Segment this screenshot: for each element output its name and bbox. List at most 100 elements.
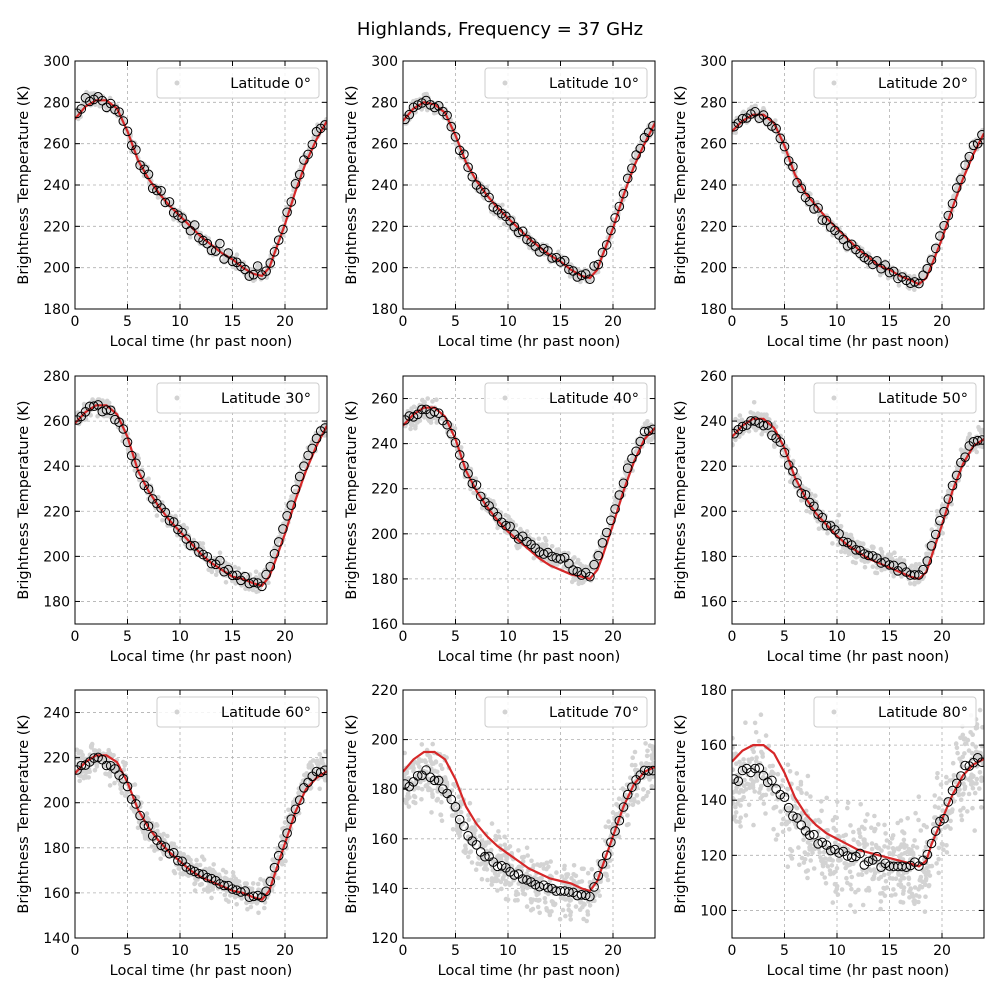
raw-point	[921, 273, 927, 279]
y-tick-label: 160	[700, 594, 727, 610]
raw-point	[846, 551, 852, 557]
model-curve	[403, 101, 655, 280]
raw-point	[830, 541, 835, 546]
raw-point	[963, 161, 969, 166]
raw-point	[501, 221, 507, 227]
binned-point	[206, 558, 217, 569]
binned-point	[821, 520, 832, 531]
binned-point	[947, 480, 958, 491]
binned-point	[269, 548, 280, 559]
binned-point	[809, 501, 819, 512]
raw-point	[813, 493, 818, 499]
binned-point	[610, 213, 620, 223]
model-curve	[732, 417, 984, 581]
binned-point	[618, 188, 629, 199]
binned-point	[320, 423, 327, 433]
raw-observations	[732, 400, 984, 587]
raw-observations	[732, 103, 984, 293]
y-tick-label: 220	[700, 459, 727, 475]
binned-point	[156, 186, 166, 196]
y-axis-label: Brightness Temperature (K)	[344, 85, 360, 284]
y-axis-label: Brightness Temperature (K)	[16, 85, 32, 284]
binned-point	[585, 571, 595, 582]
y-tick-label: 240	[371, 437, 398, 453]
raw-point	[292, 182, 298, 188]
y-tick-label: 260	[371, 137, 398, 153]
raw-point	[162, 202, 168, 207]
raw-point	[549, 544, 555, 549]
y-tick-label: 180	[371, 572, 398, 588]
y-tick-label: 220	[700, 219, 727, 235]
raw-point	[213, 572, 219, 578]
binned-point	[185, 540, 196, 551]
data-layer	[75, 741, 327, 916]
binned-point	[93, 400, 103, 410]
raw-observations	[75, 89, 327, 284]
x-axis-label: Local time (hr past noon)	[110, 334, 293, 350]
binned-point	[618, 478, 629, 489]
raw-point	[581, 579, 586, 585]
raw-point	[104, 398, 110, 404]
x-tick-label: 20	[276, 629, 294, 645]
raw-point	[154, 513, 160, 518]
raw-point	[592, 554, 597, 559]
binned-point	[863, 550, 874, 561]
binned-point	[282, 511, 292, 521]
raw-point	[944, 211, 950, 217]
binned-point	[299, 461, 309, 472]
raw-point	[434, 420, 440, 425]
x-tick-label: 5	[780, 629, 789, 645]
raw-point	[862, 564, 868, 570]
raw-point	[309, 444, 315, 450]
binned-point	[880, 260, 891, 270]
x-tick-label: 15	[881, 314, 899, 330]
binned-point	[261, 569, 271, 580]
binned-point	[792, 478, 802, 488]
y-tick-label: 180	[700, 302, 727, 318]
raw-point	[184, 224, 190, 229]
raw-point	[253, 569, 259, 575]
raw-point	[408, 422, 414, 428]
raw-point	[934, 508, 940, 514]
y-tick-label: 220	[371, 219, 398, 235]
binned-point	[788, 466, 798, 476]
binned-point	[160, 197, 171, 208]
binned-point	[459, 149, 469, 159]
binned-point	[265, 258, 276, 268]
binned-point	[307, 443, 318, 454]
raw-point	[458, 155, 463, 160]
binned-point	[105, 405, 116, 416]
binned-point	[273, 235, 284, 245]
binned-point	[290, 484, 301, 495]
binned-point	[290, 179, 301, 189]
raw-point	[420, 397, 425, 403]
raw-point	[222, 892, 228, 898]
raw-point	[90, 397, 95, 402]
x-tick-label: 15	[881, 629, 899, 645]
raw-point	[913, 562, 919, 567]
raw-point	[556, 249, 561, 255]
binned-point	[939, 220, 949, 231]
raw-point	[518, 526, 523, 532]
x-axis-label: Local time (hr past noon)	[110, 649, 293, 665]
binned-point	[118, 424, 129, 434]
raw-point	[850, 559, 856, 565]
raw-point	[953, 473, 958, 479]
binned-point	[442, 110, 452, 121]
raw-point	[223, 580, 229, 585]
raw-point	[962, 448, 967, 453]
binned-point	[614, 201, 625, 212]
raw-point	[891, 574, 896, 579]
raw-point	[898, 555, 903, 561]
binned-point	[622, 173, 633, 184]
binned-point	[817, 215, 828, 225]
raw-point	[889, 556, 895, 562]
y-tick-label: 180	[43, 594, 70, 610]
binned-point	[215, 555, 225, 566]
x-tick-label: 15	[552, 314, 570, 330]
binned-point	[648, 424, 655, 435]
raw-point	[268, 562, 274, 567]
binned-point	[964, 151, 975, 162]
